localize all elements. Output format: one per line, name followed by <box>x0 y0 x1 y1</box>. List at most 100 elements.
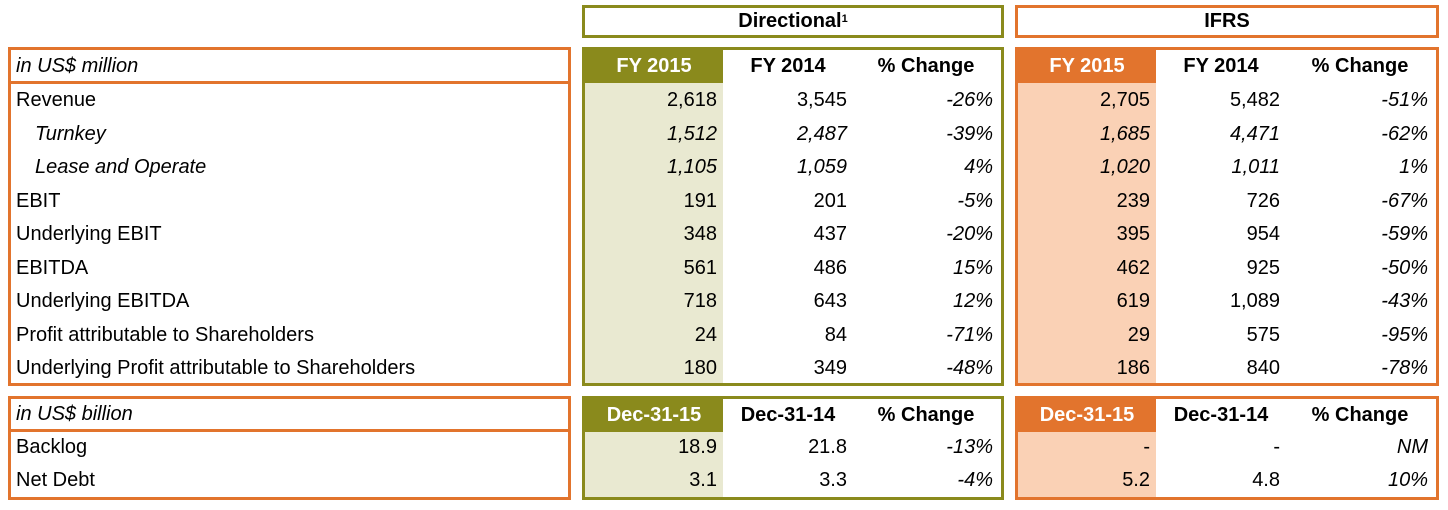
value-cell: 239 <box>1116 189 1150 212</box>
change-cell: -26% <box>946 89 993 111</box>
table-row: 1,512 2,487 -39% <box>585 118 1001 151</box>
section1-directional-header-row: FY 2015 FY 2014 % Change <box>585 50 1001 83</box>
change-cell: NM <box>1396 436 1428 458</box>
section2-ifrs-header-row: Dec-31-15 Dec-31-14 % Change <box>1018 399 1436 432</box>
change-cell: -71% <box>946 323 993 346</box>
row-label: Profit attributable to Shareholders <box>16 323 314 346</box>
table-row: 2,618 3,545 -26% <box>585 84 1001 117</box>
ifrs-col-change: % Change <box>1311 55 1409 77</box>
table-row: 191 201 -5% <box>585 185 1001 218</box>
row-label: Underlying Profit attributable to Shareh… <box>16 357 416 379</box>
value-cell: 1,089 <box>1229 290 1280 312</box>
table-row: - - NM <box>1018 431 1436 464</box>
ifrs-highlight-column <box>1018 50 1156 383</box>
value-cell: 349 <box>813 357 847 379</box>
unit-label: in US$ billion <box>16 403 133 425</box>
value-cell: 486 <box>813 256 847 279</box>
table-row: Lease and Operate <box>11 151 568 184</box>
change-cell: -51% <box>1381 89 1428 111</box>
table-row: 24 84 -71% <box>585 319 1001 352</box>
change-cell: 4% <box>964 156 993 178</box>
table-row: EBIT <box>11 185 568 218</box>
value-cell: 21.8 <box>808 436 847 458</box>
value-cell: 2,705 <box>1099 89 1150 111</box>
value-cell: 925 <box>1246 256 1280 279</box>
directional-header: Directional1 <box>582 5 1004 38</box>
directional-col-dec14: Dec-31-14 <box>740 404 836 426</box>
row-label: Underlying EBITDA <box>16 290 190 312</box>
value-cell: 2,618 <box>666 89 717 111</box>
section1-header-divider <box>11 81 568 84</box>
value-cell: 186 <box>1116 357 1150 379</box>
value-cell: 726 <box>1246 189 1280 212</box>
table-row: Backlog <box>11 431 568 464</box>
value-cell: 718 <box>683 290 717 312</box>
directional-col-fy2015: FY 2015 <box>585 50 723 83</box>
section2-directional-header-row: Dec-31-15 Dec-31-14 % Change <box>585 399 1001 432</box>
change-cell: -67% <box>1381 189 1428 212</box>
section1-unit-row: in US$ million <box>11 50 568 83</box>
value-cell: 395 <box>1116 223 1150 245</box>
row-label: Revenue <box>16 89 97 111</box>
change-cell: -43% <box>1381 290 1428 312</box>
table-row: 1,020 1,011 1% <box>1018 151 1436 184</box>
section2-directional-box: Dec-31-15 Dec-31-14 % Change 18.9 21.8 -13… <box>582 396 1004 500</box>
table-row: Revenue <box>11 84 568 117</box>
change-cell: -20% <box>946 223 993 245</box>
section1-label-box: in US$ million Revenue Turnkey Lease and O… <box>8 47 571 386</box>
value-cell: 2,487 <box>796 122 847 145</box>
change-cell: 12% <box>952 290 993 312</box>
value-cell: 24 <box>694 323 717 346</box>
change-cell: -48% <box>946 357 993 379</box>
change-cell: -59% <box>1381 223 1428 245</box>
table-row: Underlying EBIT <box>11 218 568 251</box>
table-row: Underlying EBITDA <box>11 285 568 318</box>
table-row: 239 726 -67% <box>1018 185 1436 218</box>
change-cell: -78% <box>1381 357 1428 379</box>
section2-label-box: in US$ billion Backlog Net Debt <box>8 396 571 500</box>
table-row: 619 1,089 -43% <box>1018 285 1436 318</box>
directional-footnote-marker: 1 <box>841 13 848 25</box>
change-cell: -13% <box>946 436 993 458</box>
ifrs-col-dec15: Dec-31-15 <box>1018 399 1156 432</box>
table-row: 2,705 5,482 -51% <box>1018 84 1436 117</box>
value-cell: 1,011 <box>1231 156 1280 178</box>
ifrs-col-fy2015: FY 2015 <box>1018 50 1156 83</box>
value-cell: - <box>1273 436 1280 458</box>
table-row: 561 486 15% <box>585 252 1001 285</box>
table-row: 3.1 3.3 -4% <box>585 464 1001 497</box>
value-cell: 1,020 <box>1099 156 1150 178</box>
ifrs-header: IFRS <box>1015 5 1439 38</box>
section2-unit-row: in US$ billion <box>11 398 568 431</box>
value-cell: 1,512 <box>666 122 717 145</box>
value-cell: 643 <box>813 290 847 312</box>
directional-col-dec15: Dec-31-15 <box>585 399 723 432</box>
value-cell: 3.1 <box>689 469 717 491</box>
table-row: Net Debt <box>11 464 568 497</box>
section1-ifrs-header-row: FY 2015 FY 2014 % Change <box>1018 50 1436 83</box>
section1-ifrs-box: FY 2015 FY 2014 % Change 2,705 5,482 -51% 1… <box>1015 47 1439 386</box>
table-row: 395 954 -59% <box>1018 218 1436 251</box>
ifrs-title: IFRS <box>1204 10 1250 32</box>
change-cell: -39% <box>946 122 993 145</box>
value-cell: 1,685 <box>1099 122 1150 145</box>
row-label: Turnkey <box>35 122 106 145</box>
value-cell: 619 <box>1116 290 1150 312</box>
section1-directional-box: FY 2015 FY 2014 % Change 2,618 3,545 -26% 1… <box>582 47 1004 386</box>
value-cell: 3.3 <box>819 469 847 491</box>
value-cell: 191 <box>683 189 717 212</box>
table-row: Underlying Profit attributable to Shareh… <box>11 352 568 385</box>
value-cell: 4,471 <box>1229 122 1280 145</box>
value-cell: 5.2 <box>1122 469 1150 491</box>
value-cell: 954 <box>1246 223 1280 245</box>
row-label: Lease and Operate <box>35 156 207 178</box>
value-cell: 3,545 <box>796 89 847 111</box>
value-cell: 84 <box>824 323 847 346</box>
value-cell: 201 <box>813 189 847 212</box>
value-cell: 462 <box>1116 256 1150 279</box>
value-cell: 18.9 <box>678 436 717 458</box>
change-cell: -50% <box>1381 256 1428 279</box>
directional-col-change: % Change <box>877 404 975 426</box>
table-row: Profit attributable to Shareholders <box>11 319 568 352</box>
section2-ifrs-box: Dec-31-15 Dec-31-14 % Change - - NM 5.2 4.8 1… <box>1015 396 1439 500</box>
